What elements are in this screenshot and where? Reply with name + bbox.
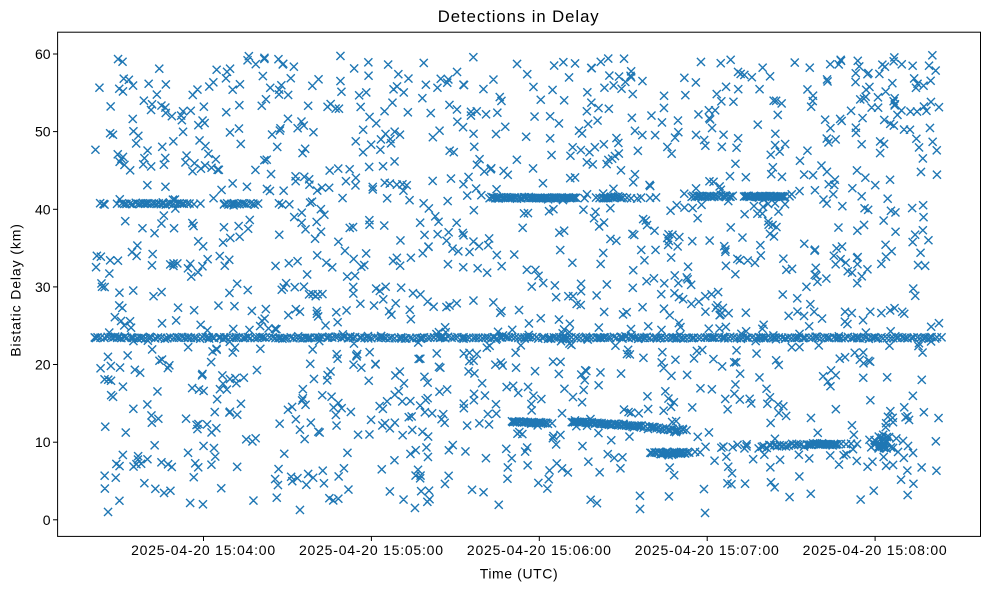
svg-text:2025-04-20 15:07:00: 2025-04-20 15:07:00 — [635, 542, 780, 558]
svg-text:Time (UTC): Time (UTC) — [480, 566, 559, 582]
svg-text:Detections in Delay: Detections in Delay — [438, 7, 600, 26]
svg-text:10: 10 — [35, 434, 51, 450]
svg-text:2025-04-20 15:04:00: 2025-04-20 15:04:00 — [131, 542, 276, 558]
svg-text:Bistatic Delay (km): Bistatic Delay (km) — [7, 223, 23, 357]
svg-text:2025-04-20 15:08:00: 2025-04-20 15:08:00 — [803, 542, 948, 558]
svg-text:2025-04-20 15:05:00: 2025-04-20 15:05:00 — [299, 542, 444, 558]
svg-text:60: 60 — [35, 46, 51, 62]
svg-text:50: 50 — [35, 124, 51, 140]
svg-text:40: 40 — [35, 201, 51, 217]
svg-text:20: 20 — [35, 357, 51, 373]
svg-text:30: 30 — [35, 279, 51, 295]
svg-text:2025-04-20 15:06:00: 2025-04-20 15:06:00 — [467, 542, 612, 558]
svg-text:0: 0 — [43, 512, 51, 528]
